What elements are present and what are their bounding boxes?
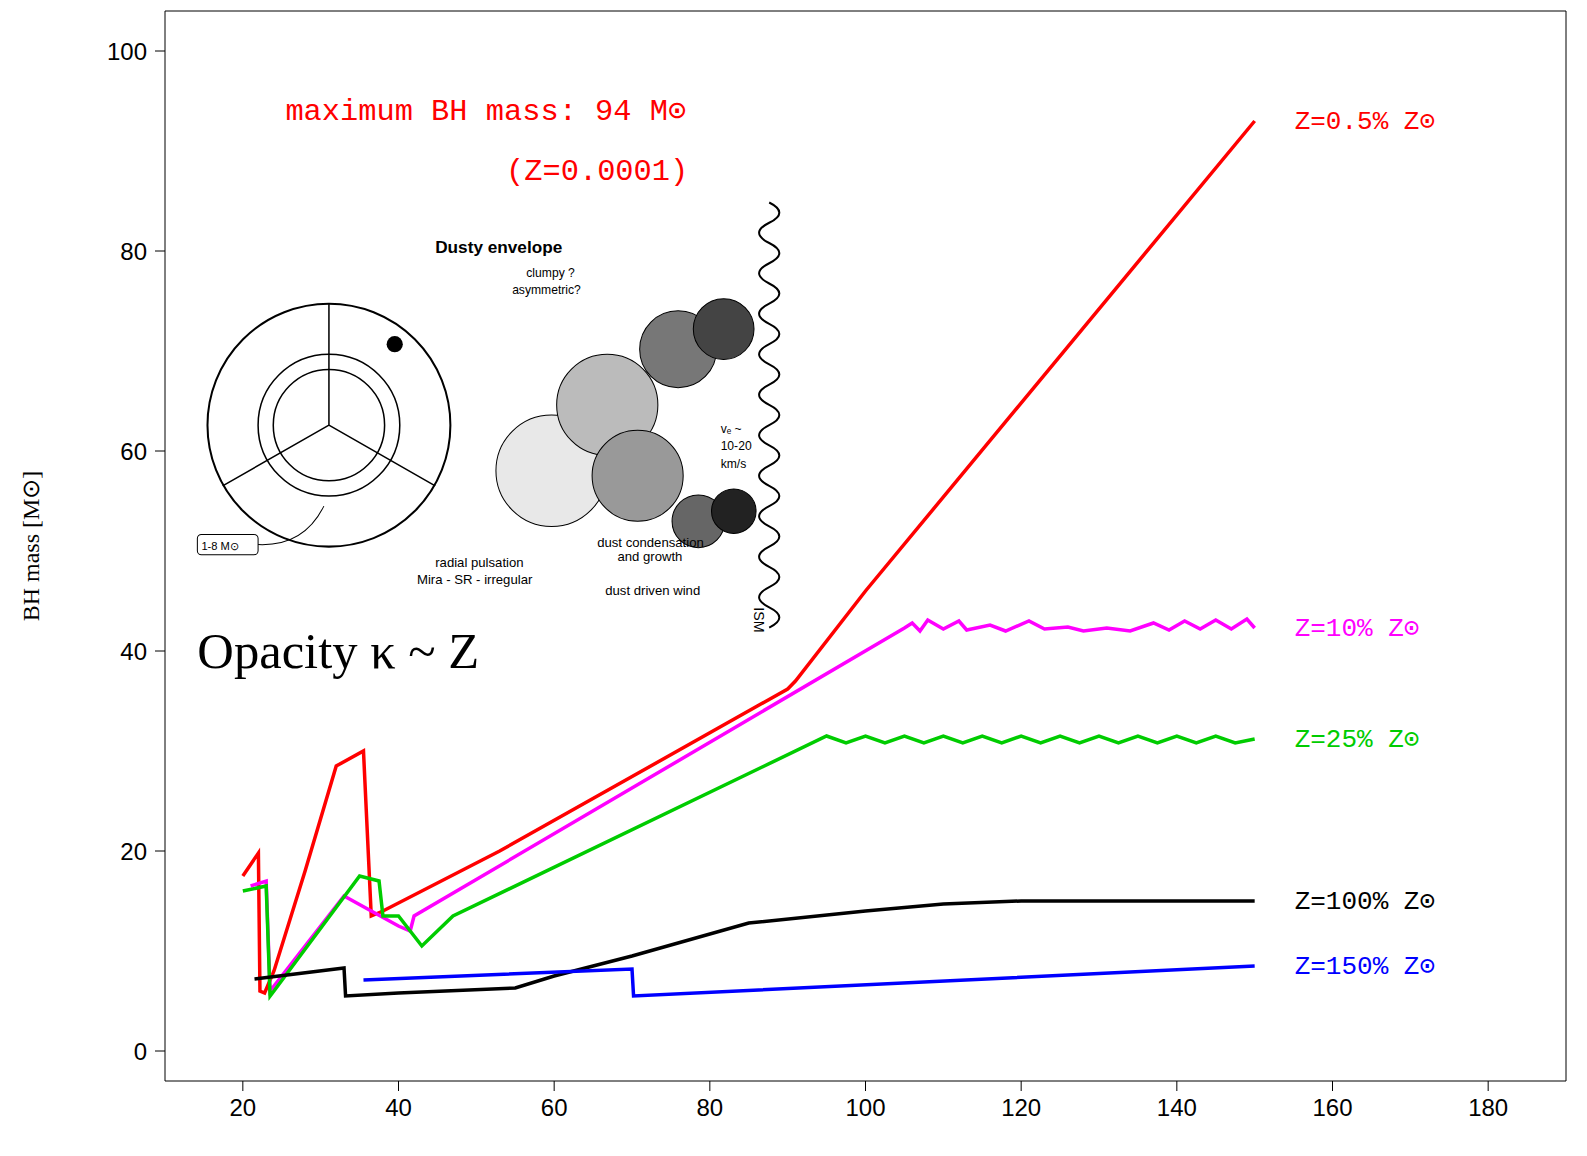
svg-text:1-8 M⊙: 1-8 M⊙ (201, 540, 238, 552)
svg-text:180: 180 (1468, 1094, 1508, 1121)
svg-text:60: 60 (541, 1094, 568, 1121)
svg-text:20: 20 (229, 1094, 256, 1121)
svg-text:vₑ ~: vₑ ~ (721, 422, 742, 436)
svg-text:clumpy ?: clumpy ? (526, 266, 575, 280)
svg-text:dust condensation: dust condensation (597, 535, 704, 550)
svg-text:Z=100% Z⊙: Z=100% Z⊙ (1295, 887, 1435, 917)
svg-text:Opacity κ ~ Z: Opacity κ ~ Z (197, 623, 479, 679)
svg-text:80: 80 (696, 1094, 723, 1121)
svg-text:km/s: km/s (721, 457, 747, 471)
svg-text:60: 60 (120, 438, 147, 465)
svg-text:100: 100 (845, 1094, 885, 1121)
svg-text:maximum BH mass: 94 M⊙: maximum BH mass: 94 M⊙ (285, 95, 686, 129)
svg-text:160: 160 (1312, 1094, 1352, 1121)
svg-text:20: 20 (120, 838, 147, 865)
svg-text:and growth: and growth (617, 549, 682, 564)
svg-text:10-20: 10-20 (721, 439, 752, 453)
svg-text:Z=25% Z⊙: Z=25% Z⊙ (1295, 725, 1420, 755)
svg-text:Dusty envelope: Dusty envelope (435, 237, 562, 257)
svg-text:40: 40 (120, 638, 147, 665)
svg-text:0: 0 (134, 1038, 147, 1065)
svg-text:80: 80 (120, 238, 147, 265)
svg-text:140: 140 (1157, 1094, 1197, 1121)
svg-text:Z=10% Z⊙: Z=10% Z⊙ (1295, 614, 1420, 644)
svg-text:(Z=0.0001): (Z=0.0001) (506, 155, 688, 189)
svg-text:dust driven wind: dust driven wind (605, 583, 700, 598)
svg-text:40: 40 (385, 1094, 412, 1121)
svg-text:radial pulsation: radial pulsation (435, 555, 523, 570)
svg-text:asymmetric?: asymmetric? (512, 283, 581, 297)
svg-text:ISM: ISM (751, 607, 767, 632)
svg-text:Mira - SR - irregular: Mira - SR - irregular (417, 572, 533, 587)
svg-text:Z=0.5% Z⊙: Z=0.5% Z⊙ (1295, 107, 1435, 137)
svg-text:100: 100 (107, 38, 147, 65)
svg-text:Z=150% Z⊙: Z=150% Z⊙ (1295, 952, 1435, 982)
svg-text:120: 120 (1001, 1094, 1041, 1121)
svg-text:BH mass [M⊙]: BH mass [M⊙] (18, 471, 44, 622)
